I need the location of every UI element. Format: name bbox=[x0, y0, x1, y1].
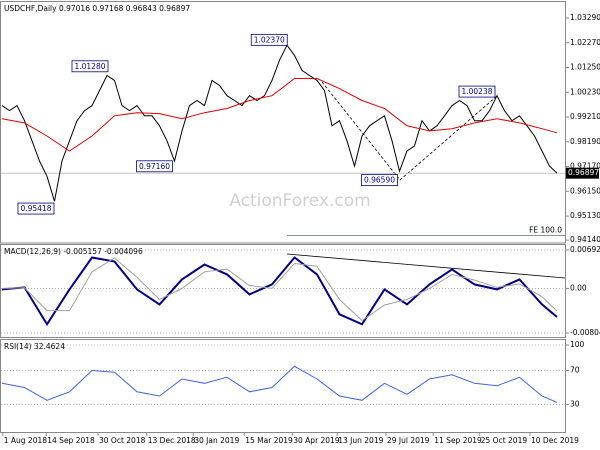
annotation-box bbox=[17, 202, 55, 215]
y-tick-label: 1.03290 bbox=[570, 13, 600, 22]
y-tick-label: 0.006927 bbox=[570, 245, 600, 254]
x-tick-label: 11 Sep 2019 bbox=[434, 436, 482, 445]
annotation-box bbox=[136, 160, 173, 173]
x-tick-label: 29 Jul 2019 bbox=[387, 436, 430, 445]
chart-title: USDCHF,Daily 0.97016 0.97168 0.96843 0.9… bbox=[4, 4, 190, 13]
annotation-label: 1.01280 bbox=[74, 62, 105, 71]
y-tick-label: 0.95130 bbox=[570, 211, 600, 220]
last-price-box bbox=[566, 167, 599, 179]
x-tick-label: 30 Oct 2018 bbox=[99, 436, 146, 445]
x-tick-label: 13 Jun 2019 bbox=[338, 436, 383, 445]
annotation-label: 0.96590 bbox=[364, 176, 395, 185]
y-tick-label: 1.00230 bbox=[570, 87, 600, 96]
x-tick-label: 10 Dec 2019 bbox=[531, 436, 579, 445]
x-tick-label: 15 Mar 2019 bbox=[245, 436, 293, 445]
annotation-box bbox=[71, 60, 109, 73]
y-tick-label: 0.97170 bbox=[570, 162, 600, 171]
series-line bbox=[1, 256, 558, 327]
x-tick-label: 1 Aug 2018 bbox=[4, 436, 47, 445]
y-tick-label: 100 bbox=[570, 340, 585, 349]
y-tick-label: -0.008049 bbox=[570, 328, 600, 337]
x-tick-label: 14 Sep 2018 bbox=[47, 436, 95, 445]
x-tick-label: 30 Jan 2019 bbox=[194, 436, 239, 445]
series-line bbox=[1, 44, 558, 202]
y-tick-label: 30 bbox=[570, 400, 580, 409]
price-panel bbox=[0, 1, 566, 244]
annotation-box bbox=[458, 85, 496, 98]
series-line bbox=[1, 365, 558, 403]
macd-title: MACD(12,26,9) -0.005157 -0.004096 bbox=[4, 247, 143, 256]
series-line bbox=[1, 257, 558, 322]
y-tick-label: 1.01250 bbox=[570, 63, 600, 72]
last-price-label: 0.96897 bbox=[568, 168, 599, 177]
macd-panel bbox=[0, 244, 566, 338]
annotation-label: 0.95418 bbox=[20, 204, 51, 213]
series-line bbox=[1, 78, 558, 152]
x-tick-label: 13 Dec 2018 bbox=[148, 436, 196, 445]
y-tick-label: 0.96150 bbox=[570, 186, 600, 195]
y-tick-label: 0.98190 bbox=[570, 137, 600, 146]
rsi-panel bbox=[0, 339, 566, 433]
macd-trend-line bbox=[286, 253, 566, 279]
annotation-label: 1.02370 bbox=[254, 35, 285, 44]
annotation-box bbox=[361, 174, 398, 187]
rsi-title: RSI(14) 32.4624 bbox=[4, 342, 65, 351]
y-tick-label: 0.00 bbox=[570, 283, 587, 292]
trend-line bbox=[321, 81, 498, 181]
annotation-box bbox=[250, 33, 288, 46]
annotation-label: 1.00238 bbox=[461, 87, 492, 96]
y-tick-label: 0.94140 bbox=[570, 235, 600, 244]
level-label: FE 100.0 bbox=[529, 225, 562, 234]
x-tick-label: 25 Oct 2019 bbox=[481, 436, 528, 445]
x-tick-label: 30 Apr 2019 bbox=[293, 436, 340, 445]
y-tick-label: 70 bbox=[570, 366, 580, 375]
y-tick-label: 1.02270 bbox=[570, 38, 600, 47]
y-tick-label: 0.99210 bbox=[570, 112, 600, 121]
annotation-label: 0.97160 bbox=[139, 162, 170, 171]
watermark: ActionForex.com bbox=[229, 191, 370, 211]
